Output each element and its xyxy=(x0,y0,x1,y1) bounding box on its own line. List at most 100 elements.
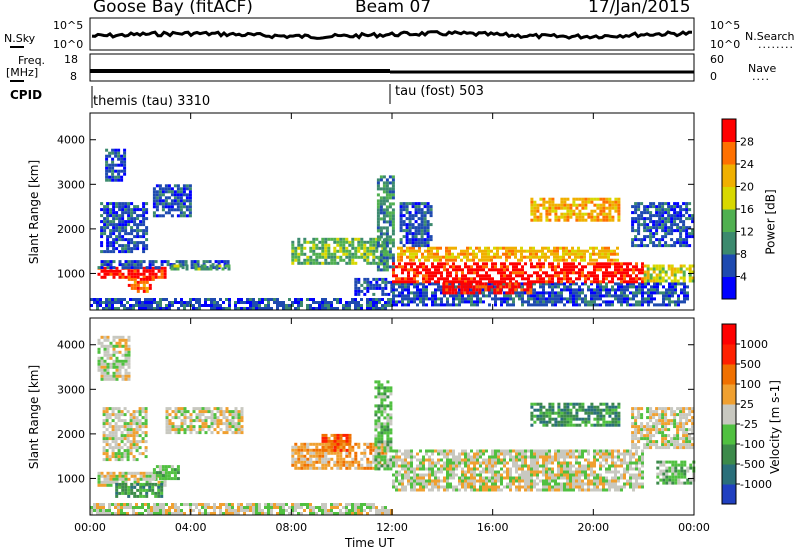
heatmap-cell xyxy=(634,235,638,239)
heatmap-cell xyxy=(533,209,537,213)
heatmap-cell xyxy=(542,206,546,210)
heatmap-cell xyxy=(581,291,584,295)
heatmap-cell xyxy=(632,277,635,281)
heatmap-cell xyxy=(637,226,641,230)
heatmap-cell xyxy=(514,246,517,250)
heatmap-cell xyxy=(572,300,575,304)
heatmap-cell xyxy=(237,512,240,515)
heatmap-cell xyxy=(336,457,340,461)
heatmap-cell xyxy=(421,252,424,256)
heatmap-cell xyxy=(428,280,431,284)
heatmap-cell xyxy=(598,249,601,253)
heatmap-cell xyxy=(161,471,165,475)
heatmap-cell xyxy=(595,258,598,262)
heatmap-cell xyxy=(228,503,231,506)
heatmap-cell xyxy=(649,202,653,206)
heatmap-cell xyxy=(590,288,593,292)
heatmap-cell xyxy=(132,512,135,515)
heatmap-cell xyxy=(147,301,150,304)
heatmap-cell xyxy=(423,238,427,242)
heatmap-cell xyxy=(452,473,455,477)
heatmap-cell xyxy=(240,298,243,301)
heatmap-cell xyxy=(243,307,246,310)
heatmap-cell xyxy=(580,255,583,259)
heatmap-cell xyxy=(222,431,226,435)
heatmap-cell xyxy=(608,265,611,269)
heatmap-cell xyxy=(520,288,524,292)
heatmap-cell xyxy=(562,249,565,253)
heatmap-cell xyxy=(366,457,370,461)
heatmap-cell xyxy=(494,303,497,307)
heatmap-cell xyxy=(123,157,127,161)
heatmap-cell xyxy=(166,260,170,264)
heatmap-cell xyxy=(395,473,398,477)
heatmap-cell xyxy=(443,452,446,456)
heatmap-cell xyxy=(109,214,113,218)
heatmap-cell xyxy=(129,503,132,506)
heatmap-cell xyxy=(144,419,148,423)
heatmap-cell xyxy=(617,277,620,281)
heatmap-cell xyxy=(124,232,128,236)
heatmap-cell xyxy=(488,303,491,307)
heatmap-cell xyxy=(584,303,587,307)
heatmap-cell xyxy=(452,485,455,489)
heatmap-cell xyxy=(386,434,390,438)
heatmap-cell xyxy=(392,479,395,483)
heatmap-cell xyxy=(145,232,149,236)
heatmap-cell xyxy=(158,468,162,472)
heatmap-cell xyxy=(428,274,431,278)
heatmap-cell xyxy=(670,205,674,209)
heatmap-cell xyxy=(434,271,437,275)
heatmap-cell xyxy=(420,232,424,236)
heatmap-cell xyxy=(99,509,102,512)
heatmap-cell xyxy=(97,471,101,475)
heatmap-cell xyxy=(392,285,395,289)
heatmap-cell xyxy=(174,431,178,435)
heatmap-cell xyxy=(161,193,165,197)
heatmap-cell xyxy=(407,449,410,453)
heatmap-cell xyxy=(222,503,225,506)
heatmap-cell xyxy=(511,252,514,256)
heatmap-cell xyxy=(688,232,692,236)
heatmap-cell xyxy=(673,223,677,227)
heatmap-cell xyxy=(381,289,385,293)
heatmap-cell xyxy=(155,471,159,475)
heatmap-cell xyxy=(121,491,125,495)
heatmap-cell xyxy=(437,271,440,275)
heatmap-cell xyxy=(469,246,472,250)
heatmap-cell xyxy=(164,202,168,206)
heatmap-cell xyxy=(466,285,470,289)
heatmap-cell xyxy=(105,301,108,304)
heatmap-cell xyxy=(185,193,189,197)
heatmap-cell xyxy=(99,304,102,307)
heatmap-cell xyxy=(649,279,653,283)
heatmap-cell xyxy=(652,276,656,280)
heatmap-cell xyxy=(109,480,113,484)
heatmap-cell xyxy=(130,272,134,276)
heatmap-cell xyxy=(389,464,393,468)
heatmap-cell xyxy=(379,268,383,272)
heatmap-cell xyxy=(473,300,476,304)
heatmap-cell xyxy=(384,512,387,515)
heatmap-cell xyxy=(318,460,322,464)
heatmap-cell xyxy=(157,494,161,498)
heatmap-cell xyxy=(388,250,392,254)
heatmap-cell xyxy=(637,244,641,248)
heatmap-cell xyxy=(231,512,234,515)
heatmap-cell xyxy=(590,197,594,201)
heatmap-cell xyxy=(667,226,671,230)
heatmap-cell xyxy=(563,285,566,289)
heatmap-cell xyxy=(297,506,300,509)
heatmap-cell xyxy=(387,512,390,515)
heatmap-cell xyxy=(485,294,488,298)
heatmap-cell xyxy=(97,272,101,276)
heatmap-cell xyxy=(388,190,392,194)
heatmap-cell xyxy=(488,282,491,286)
heatmap-cell xyxy=(634,220,638,224)
heatmap-cell xyxy=(161,199,165,203)
heatmap-cell xyxy=(380,434,384,438)
heatmap-cell xyxy=(357,246,361,250)
heatmap-cell xyxy=(300,451,304,455)
heatmap-cell xyxy=(434,265,437,269)
heatmap-cell xyxy=(219,503,222,506)
